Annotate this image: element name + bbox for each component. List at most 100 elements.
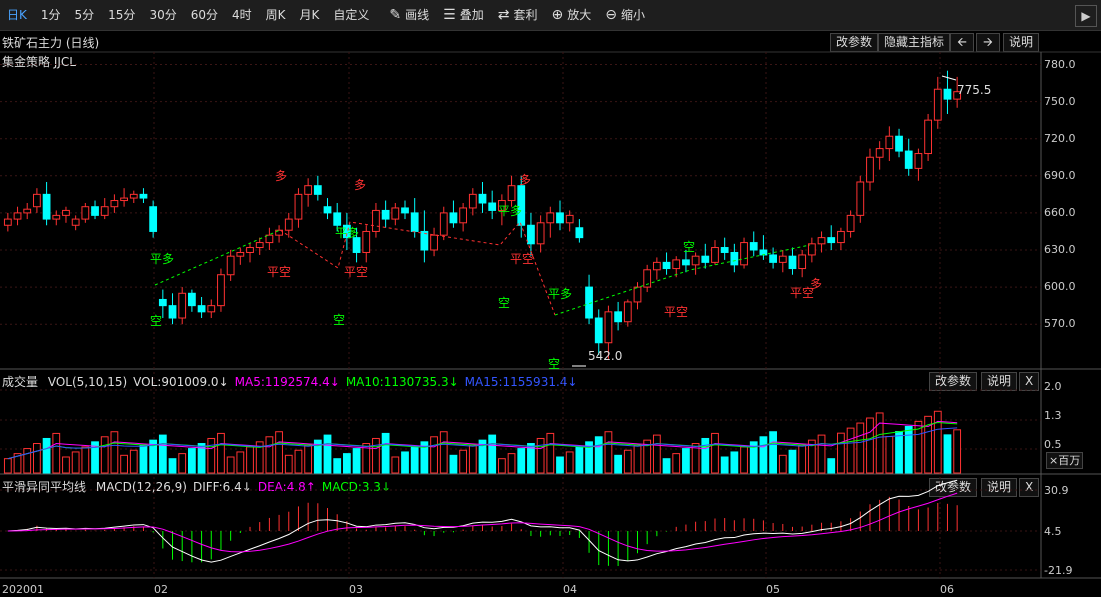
candle-body <box>652 261 661 271</box>
period-1[interactable]: 1分 <box>40 8 61 22</box>
price-tick: 690.0 <box>1044 168 1076 182</box>
macd-tick: -21.9 <box>1044 564 1073 577</box>
candle-body <box>536 222 545 245</box>
signal-ping-kong: 平空 <box>344 265 369 279</box>
volume-bar <box>158 434 167 474</box>
price-tick: 600.0 <box>1044 280 1076 294</box>
explain-button[interactable]: 说明 <box>1003 33 1040 52</box>
period-8[interactable]: 月K <box>299 8 320 22</box>
volume-close-button[interactable]: X <box>1019 372 1040 391</box>
tool-arbitrage-button[interactable]: ⇄ 套利 <box>491 0 545 30</box>
volume-bar <box>168 458 177 474</box>
candle-body <box>914 153 923 169</box>
volume-bar <box>100 436 109 474</box>
candle-body <box>42 193 51 220</box>
volume-bar <box>342 453 351 474</box>
macd-diff-line <box>7 479 958 563</box>
candle-body <box>711 247 719 263</box>
macd-close-button[interactable]: X <box>1019 478 1040 497</box>
candle-body <box>468 193 477 209</box>
candle-body <box>207 305 216 313</box>
tool-zoom-out-button[interactable]: ⊖ 缩小 <box>598 0 652 30</box>
volume-bar <box>507 453 516 474</box>
tool-zoom-in-button[interactable]: ⊕ 放大 <box>544 0 598 30</box>
period-6[interactable]: 4时 <box>232 8 252 22</box>
volume-bar <box>769 431 777 474</box>
tool-label: 缩小 <box>620 8 645 22</box>
volume-bar <box>895 430 903 474</box>
candle-body <box>623 301 632 323</box>
candle-body <box>546 212 555 224</box>
volume-bar <box>924 415 932 474</box>
period-2[interactable]: 5分 <box>74 8 95 22</box>
candle-body <box>236 251 245 257</box>
period-4[interactable]: 30分 <box>149 8 177 22</box>
volume-legend: 成交量 VOL(5,10,15) VOL:901009.0↓ MA5:1192574… <box>2 373 589 390</box>
volume-bar <box>604 431 613 474</box>
volume-tick: 2.0 <box>1044 380 1062 393</box>
candle-body <box>643 269 652 288</box>
candle-body <box>837 230 845 244</box>
volume-bar <box>246 446 254 474</box>
candle-body <box>585 286 593 319</box>
candle-body <box>381 209 390 220</box>
macd-tick: 4.5 <box>1044 525 1062 538</box>
trend-line <box>154 229 281 286</box>
date-label: 05 <box>766 583 780 596</box>
period-selector: 日K 1分 5分 15分 30分 60分 4时 周K 月K 自定义 <box>0 0 376 30</box>
candle-body <box>139 193 148 199</box>
volume-bar <box>691 443 700 474</box>
indicator-name: 集金策略 JJCL <box>2 55 76 69</box>
legend-item: DIFF:6.4↓ <box>192 480 252 494</box>
candle-body <box>100 206 109 216</box>
candle-body <box>333 212 342 226</box>
candle-body <box>933 88 942 121</box>
price-tick: 780.0 <box>1044 57 1076 71</box>
tool-pencil-button[interactable]: ✎ 画线 <box>382 0 436 30</box>
volume-bar <box>304 444 313 474</box>
volume-bar <box>207 437 216 474</box>
volume-unit-label: ×百万 <box>1046 452 1084 469</box>
candle-body <box>284 218 293 231</box>
candle-body <box>720 247 729 253</box>
macd-explain-button[interactable]: 说明 <box>981 478 1018 497</box>
period-9[interactable]: 自定义 <box>333 8 370 22</box>
volume-bar <box>565 451 574 474</box>
volume-bar <box>643 439 652 474</box>
candle-body <box>81 206 90 220</box>
volume-bar <box>33 443 41 474</box>
candle-body <box>197 305 206 313</box>
period-3[interactable]: 15分 <box>108 8 136 22</box>
candle-body <box>740 242 748 266</box>
candle-body <box>120 197 128 202</box>
volume-bar <box>488 434 497 474</box>
layers-icon: ☰ <box>443 7 456 23</box>
signal-ping-duo: 平多 <box>150 252 175 266</box>
volume-bar <box>449 454 458 474</box>
volume-params-button[interactable]: 改参数 <box>929 372 978 391</box>
tool-layers-button[interactable]: ☰ 叠加 <box>436 0 491 30</box>
volume-explain-button[interactable]: 说明 <box>981 372 1018 391</box>
volume-bar <box>546 432 555 474</box>
price-tick: 720.0 <box>1044 131 1076 145</box>
candle-body <box>158 298 167 307</box>
expand-toolbar-button[interactable]: ▶ <box>1075 5 1097 27</box>
period-7[interactable]: 周K <box>265 8 286 22</box>
volume-bar <box>875 412 884 474</box>
volume-bar <box>62 456 70 474</box>
volume-bar <box>740 446 748 474</box>
volume-bar <box>682 448 690 474</box>
volume-bar <box>110 431 119 474</box>
volume-bar <box>333 458 342 474</box>
period-0[interactable]: 日K <box>7 8 27 22</box>
signal-ping-kong: 平空 <box>510 252 535 266</box>
candle-body <box>672 259 681 270</box>
legend-item: MACD:3.3↓ <box>321 480 391 494</box>
volume-tick: 1.3 <box>1044 409 1062 422</box>
candle-body <box>730 251 739 266</box>
candle-body <box>401 207 409 214</box>
signal-duo: 多 <box>810 277 823 291</box>
high-marker <box>941 75 957 81</box>
period-5[interactable]: 60分 <box>190 8 218 22</box>
